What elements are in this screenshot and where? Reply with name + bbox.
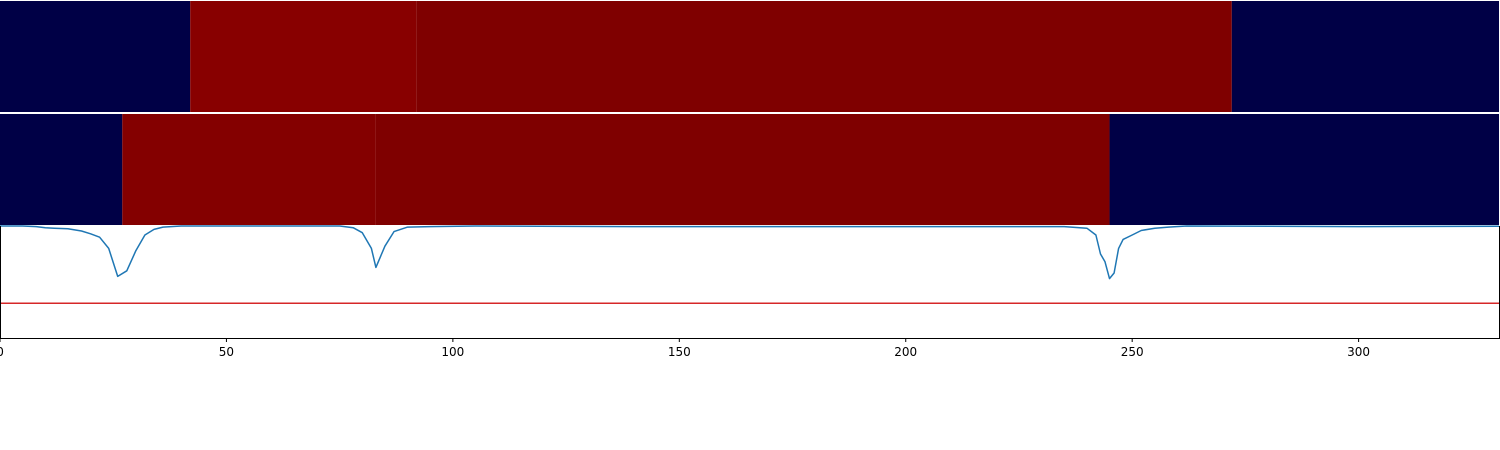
- x-tick-label-0: 0: [0, 345, 4, 359]
- heatmap-1-segment-3: [416, 1, 1232, 112]
- heatmap-2-segment-2: [122, 114, 376, 225]
- heatmap-2-segment-1: [0, 114, 123, 225]
- heatmap-2-segment-4: [1109, 114, 1499, 225]
- x-tick-label-200: 200: [894, 345, 917, 359]
- heatmap-2-segment-3: [375, 114, 1110, 225]
- x-tick-label-150: 150: [668, 345, 691, 359]
- heatmap-strip-1: [0, 1, 1499, 112]
- heatmap-strip-2: [0, 114, 1499, 225]
- x-tick-label-250: 250: [1121, 345, 1144, 359]
- heatmap-1-segment-4: [1231, 1, 1499, 112]
- heatmap-1-segment-2: [190, 1, 417, 112]
- x-tick-label-50: 50: [219, 345, 234, 359]
- x-axis: 0 50 100 150 200 250 300: [0, 338, 1370, 359]
- heatmap-1-segment-1: [0, 1, 191, 112]
- x-tick-label-300: 300: [1347, 345, 1370, 359]
- x-tick-label-100: 100: [441, 345, 464, 359]
- series-line-1: [0, 225, 1500, 280]
- line-plot-panel: [0, 225, 1500, 339]
